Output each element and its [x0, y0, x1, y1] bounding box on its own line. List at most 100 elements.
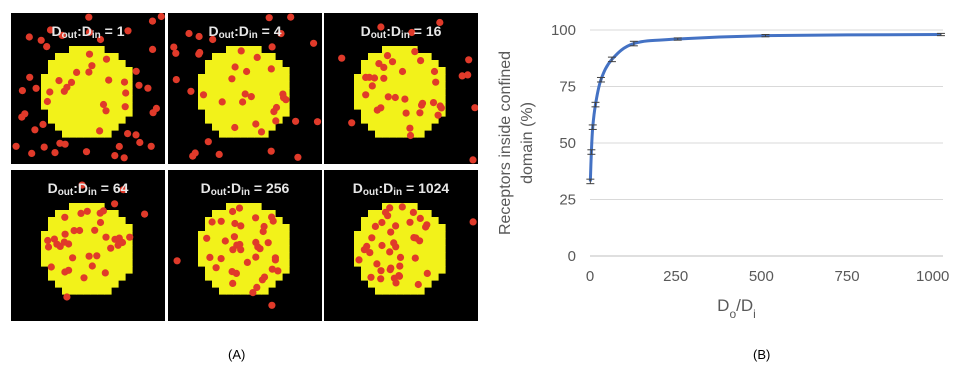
domain-pixel — [55, 67, 63, 75]
receptor-dot — [206, 253, 214, 261]
domain-pixel — [361, 238, 369, 246]
domain-pixel — [90, 266, 98, 274]
domain-pixel — [354, 81, 362, 89]
domain-pixel — [97, 74, 105, 82]
domain-pixel — [118, 74, 126, 82]
domain-pixel — [118, 88, 126, 96]
domain-pixel — [389, 74, 397, 82]
receptor-dot — [384, 212, 392, 220]
receptor-dot — [252, 253, 260, 261]
receptor-dot — [383, 52, 392, 60]
domain-pixel — [375, 210, 383, 218]
simulation-canvas — [324, 170, 478, 321]
domain-pixel — [361, 273, 369, 281]
domain-pixel — [90, 273, 98, 281]
domain-pixel — [261, 102, 269, 110]
domain-pixel — [410, 67, 418, 75]
domain-pixel — [268, 60, 276, 68]
domain-pixel — [90, 116, 98, 124]
domain-pixel — [282, 238, 290, 246]
domain-pixel — [219, 109, 227, 117]
domain-pixel — [118, 273, 126, 281]
domain-pixel — [233, 95, 241, 103]
domain-pixel — [396, 231, 404, 239]
domain-pixel — [389, 123, 397, 131]
receptor-dot — [368, 82, 376, 90]
simulation-canvas — [168, 170, 322, 321]
domain-pixel — [62, 102, 70, 110]
domain-pixel — [55, 95, 63, 103]
domain-pixel — [417, 231, 425, 239]
receptor-dot — [287, 13, 295, 21]
domain-pixel — [62, 123, 70, 131]
receptor-dot — [120, 154, 128, 162]
domain-pixel — [396, 280, 404, 288]
simulation-tile: Dout:Din = 16 — [324, 13, 478, 164]
domain-pixel — [431, 245, 439, 253]
domain-pixel — [268, 88, 276, 96]
domain-pixel — [240, 217, 248, 225]
domain-pixel — [118, 116, 126, 124]
domain-pixel — [219, 245, 227, 253]
domain-pixel — [118, 95, 126, 103]
domain-pixel — [403, 259, 411, 267]
domain-pixel — [90, 109, 98, 117]
domain-pixel — [118, 81, 126, 89]
receptor-dot — [253, 53, 261, 62]
domain-pixel — [90, 46, 98, 54]
receptor-dot — [228, 268, 236, 276]
domain-pixel — [226, 60, 234, 68]
receptor-dot — [292, 117, 300, 125]
domain-pixel — [198, 252, 206, 260]
domain-pixel — [233, 116, 241, 124]
domain-pixel — [41, 252, 49, 260]
domain-pixel — [69, 60, 77, 68]
receptor-dot — [63, 293, 71, 301]
domain-pixel — [118, 245, 126, 253]
receptor-dot — [85, 13, 93, 21]
domain-pixel — [69, 210, 77, 218]
domain-pixel — [111, 95, 119, 103]
domain-pixel — [76, 123, 84, 131]
domain-pixel — [97, 280, 105, 288]
domain-pixel — [205, 245, 213, 253]
domain-pixel — [226, 102, 234, 110]
domain-pixel — [69, 280, 77, 288]
domain-pixel — [97, 60, 105, 68]
domain-pixel — [83, 224, 91, 232]
domain-pixel — [431, 224, 439, 232]
receptor-dot — [249, 289, 257, 297]
domain-pixel — [212, 210, 220, 218]
receptor-dot — [18, 87, 26, 95]
domain-pixel — [83, 53, 91, 61]
domain-pixel — [268, 224, 276, 232]
y-tick-label: 75 — [559, 79, 576, 96]
domain-pixel — [389, 88, 397, 96]
domain-pixel — [62, 95, 70, 103]
domain-pixel — [111, 273, 119, 281]
receptor-dot — [373, 106, 381, 114]
domain-pixel — [205, 224, 213, 232]
receptor-dot — [267, 147, 275, 155]
receptor-dot — [401, 95, 409, 103]
receptor-dot — [149, 45, 157, 54]
domain-pixel — [240, 252, 248, 260]
domain-pixel — [83, 238, 91, 246]
domain-pixel — [389, 287, 397, 295]
domain-pixel — [90, 231, 98, 239]
receptor-dot — [96, 127, 104, 135]
receptor-dot — [253, 283, 261, 291]
receptor-dot — [157, 13, 165, 21]
domain-pixel — [212, 81, 220, 89]
ratio-label: Dout:Din = 256 — [168, 180, 322, 198]
domain-pixel — [396, 102, 404, 110]
domain-pixel — [417, 273, 425, 281]
receptor-dot — [85, 252, 93, 260]
domain-pixel — [240, 74, 248, 82]
receptor-dot — [56, 139, 64, 147]
domain-pixel — [389, 67, 397, 75]
domain-pixel — [212, 109, 220, 117]
domain-pixel — [233, 210, 241, 218]
domain-pixel — [125, 259, 133, 267]
domain-pixel — [396, 266, 404, 274]
